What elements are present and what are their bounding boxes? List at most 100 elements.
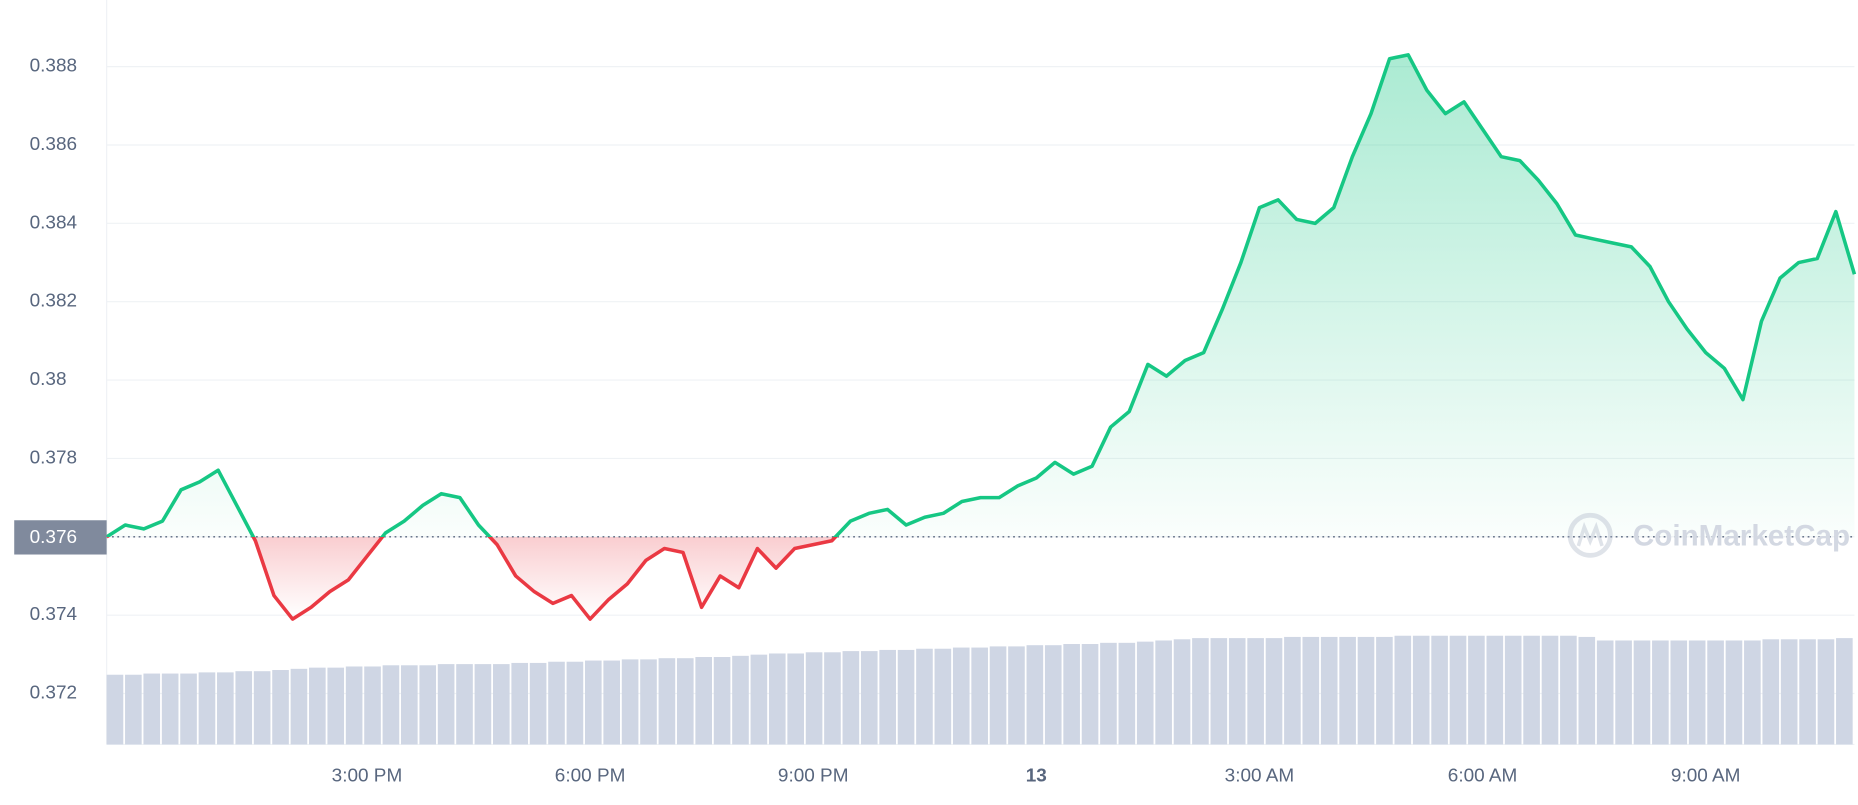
volume-bar <box>768 653 786 745</box>
volume-bar <box>1247 638 1264 745</box>
volume-bar <box>1228 638 1246 745</box>
volume-bar <box>695 657 712 745</box>
volume-bar <box>1136 641 1154 745</box>
volume-bar <box>1357 636 1375 745</box>
volume-bar <box>640 659 657 745</box>
volume-bar <box>805 652 823 745</box>
volume-bar <box>474 664 492 745</box>
volume-bar <box>676 658 694 745</box>
volume-bar <box>1394 635 1412 745</box>
volume-bar <box>1302 636 1320 745</box>
volume-bar <box>143 673 161 745</box>
volume-bar <box>732 655 749 745</box>
volume-bar <box>897 649 915 745</box>
volume-bar <box>1652 640 1669 745</box>
volume-bar <box>879 649 896 745</box>
y-tick-label: 0.38 <box>30 369 67 390</box>
volume-bar <box>1008 646 1025 745</box>
volume-bar <box>1044 645 1062 745</box>
volume-bar <box>566 661 584 745</box>
volume-bar <box>1284 636 1301 745</box>
volume-bar <box>1780 639 1798 745</box>
y-tick-label: 0.388 <box>30 56 77 77</box>
volume-bar <box>1081 644 1099 745</box>
volume-bar <box>180 673 197 745</box>
baseline-label-box <box>14 520 107 555</box>
volume-bar <box>548 661 565 745</box>
volume-bar <box>1412 635 1430 745</box>
price-area <box>106 54 1855 620</box>
volume-bar <box>1320 636 1338 745</box>
y-tick-label: 0.386 <box>30 134 77 155</box>
y-tick-label: 0.378 <box>30 447 77 468</box>
volume-bar <box>989 646 1007 745</box>
volume-bar <box>621 659 639 745</box>
x-tick-label: 6:00 PM <box>555 765 626 786</box>
baseline-label: 0.376 <box>30 527 77 548</box>
volume-bar <box>290 668 308 745</box>
volume-bar <box>235 671 253 745</box>
volume-bar <box>1100 642 1117 745</box>
volume-bar <box>198 672 216 745</box>
volume-bar <box>1596 640 1614 745</box>
volume-bar <box>106 674 124 745</box>
volume-bar <box>934 648 952 745</box>
volume-bar <box>511 662 529 745</box>
volume-bar <box>1118 642 1136 745</box>
volume-bar <box>364 666 381 745</box>
volume-bar <box>1688 640 1706 745</box>
x-tick-label: 6:00 AM <box>1448 765 1518 786</box>
volume-bar <box>401 665 418 745</box>
volume-bar <box>603 660 621 745</box>
volume-bar <box>916 648 933 745</box>
watermark: CoinMarketCap <box>1633 520 1850 553</box>
volume-bar <box>1707 640 1724 745</box>
volume-bar <box>1762 639 1780 745</box>
volume-bar <box>713 657 731 745</box>
volume-bar <box>1836 638 1853 745</box>
volume-bar <box>327 667 345 745</box>
volume-bar <box>161 673 179 745</box>
volume-bar <box>1486 635 1504 745</box>
volume-bar <box>1431 635 1448 745</box>
volume-bar <box>750 654 768 745</box>
volume-bar <box>971 647 988 745</box>
volume-bar <box>1063 644 1080 745</box>
volume-bar <box>309 667 326 745</box>
volume-bar <box>456 664 473 745</box>
volume-bar <box>1026 645 1044 745</box>
price-line <box>105 53 1857 621</box>
x-tick-label: 3:00 PM <box>332 765 403 786</box>
volume-bar <box>493 664 510 745</box>
volume-bar <box>842 651 860 745</box>
volume-bar <box>345 666 363 745</box>
x-tick-label: 13 <box>1026 765 1047 786</box>
y-tick-label: 0.384 <box>30 212 77 233</box>
volume-bar <box>1615 640 1632 745</box>
volume-bar <box>1265 638 1283 745</box>
volume-bar <box>1449 635 1467 745</box>
volume-bar <box>1173 639 1191 745</box>
volume-bar <box>1560 635 1577 745</box>
volume-bar <box>860 651 878 745</box>
volume-bar <box>272 670 289 745</box>
watermark-logo <box>1567 512 1613 558</box>
x-tick-label: 9:00 PM <box>778 765 849 786</box>
volume-bar <box>1376 636 1393 745</box>
volume-bar <box>1633 640 1651 745</box>
volume-bar <box>1541 635 1559 745</box>
volume-bar <box>1504 635 1522 745</box>
volume-bar <box>658 658 676 745</box>
x-tick-label: 9:00 AM <box>1671 765 1741 786</box>
volume-bar <box>382 665 400 745</box>
volume-bar <box>1523 635 1540 745</box>
volume-bar <box>584 660 602 745</box>
volume-bar <box>217 672 234 745</box>
volume-bar <box>1468 635 1485 745</box>
volume-bar <box>1210 638 1228 745</box>
volume-bar <box>1670 640 1688 745</box>
volume-bar <box>787 653 804 745</box>
volume-bar <box>1578 636 1596 745</box>
volume-bar <box>1339 636 1356 745</box>
